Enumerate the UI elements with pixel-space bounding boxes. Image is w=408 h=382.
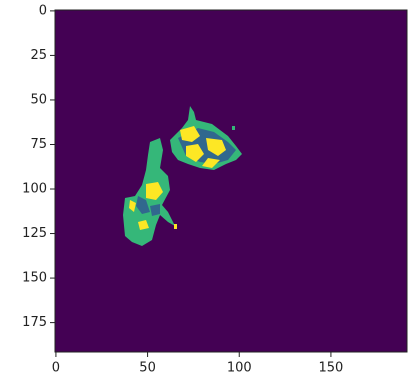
y-tick-label: 150 (22, 271, 47, 286)
y-tick-label: 50 (30, 92, 47, 107)
y-tick-label: 125 (22, 226, 47, 241)
y-tick-label: 0 (39, 3, 47, 18)
image-background (55, 10, 407, 352)
y-tick-label: 75 (30, 137, 47, 152)
x-tick-label: 0 (52, 361, 60, 376)
x-tick-label: 100 (227, 361, 252, 376)
x-tick-label: 50 (139, 361, 156, 376)
chart: 0 50 100 150 0 25 50 75 100 125 150 175 (0, 0, 408, 382)
y-tick-label: 25 (30, 48, 47, 63)
y-tick-label: 100 (22, 182, 47, 197)
region (232, 126, 235, 130)
region (174, 224, 177, 229)
x-tick-label: 150 (319, 361, 344, 376)
y-tick-label: 175 (22, 315, 47, 330)
